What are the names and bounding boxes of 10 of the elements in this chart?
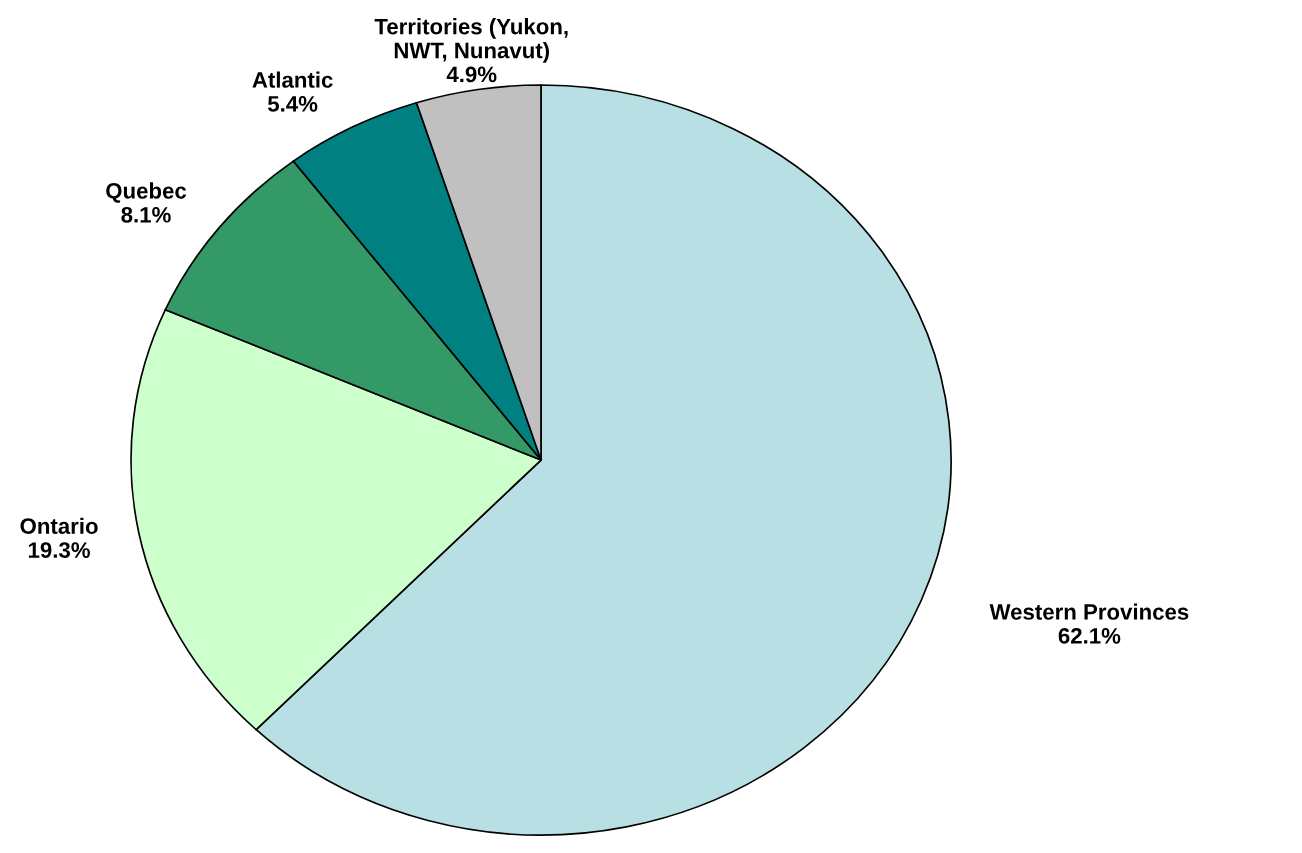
data-label: 8.1% [121,206,171,223]
slice-label: Quebec [106,182,187,203]
slice-label: Atlantic [252,71,333,88]
slice-label: Western Provinces [989,603,1189,620]
data-label: 5.4% [267,96,318,112]
slice-label: Territories (Yukon, NWT, Nunavut) [374,18,568,63]
data-label: 19.3% [28,542,90,558]
slice-label: Ontario [20,517,98,534]
data-label: 4.9% [446,66,497,83]
data-label: 62.1% [1058,627,1121,644]
